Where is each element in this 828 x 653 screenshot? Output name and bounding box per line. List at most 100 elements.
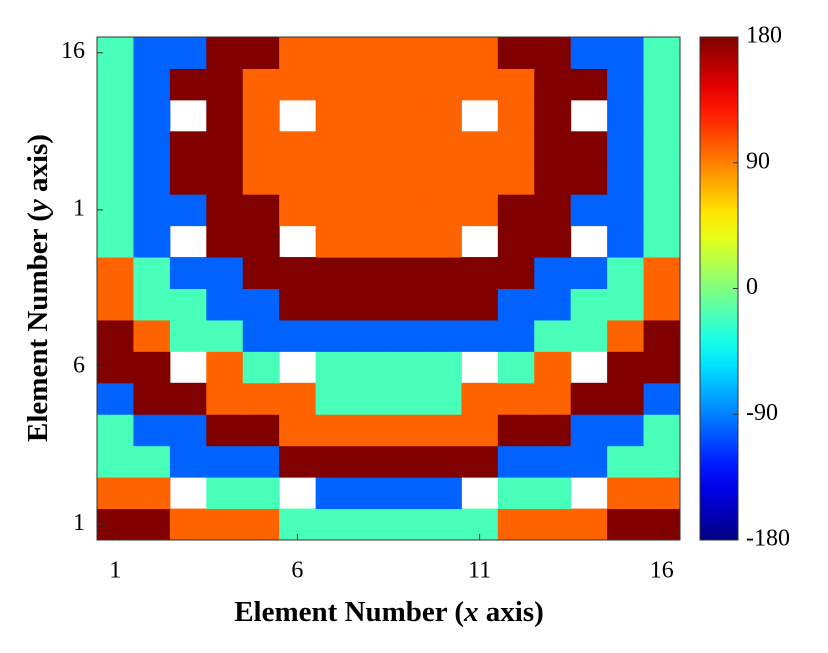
cell (388, 414, 426, 447)
cell (242, 445, 280, 478)
cell (461, 68, 499, 101)
cell (643, 477, 681, 510)
cell (169, 382, 207, 415)
cell (534, 162, 572, 195)
cell (242, 414, 280, 447)
cell (279, 319, 317, 352)
cell (461, 319, 499, 352)
cell (607, 225, 645, 258)
cell (534, 131, 572, 164)
cell (97, 131, 134, 164)
cell (206, 477, 244, 510)
cell (461, 414, 499, 447)
cell (206, 257, 244, 289)
colorbar-tick-label: 0 (746, 274, 758, 300)
cell (133, 37, 171, 69)
cell (461, 288, 499, 321)
cell (206, 445, 244, 478)
cell (607, 382, 645, 415)
colorbar-tick-label: 180 (746, 23, 782, 49)
cell (497, 508, 535, 541)
cell (242, 37, 280, 69)
cell (424, 288, 462, 321)
cell (352, 382, 389, 415)
cell (97, 414, 134, 447)
cell (133, 194, 171, 227)
cell (424, 194, 462, 227)
cell (242, 194, 280, 227)
cell (279, 162, 317, 195)
cell (461, 37, 499, 69)
cell (643, 162, 681, 195)
cell (534, 351, 572, 384)
cell (352, 288, 389, 321)
cell (497, 225, 535, 258)
cell (424, 414, 462, 447)
cell (206, 319, 244, 352)
cell (534, 319, 572, 352)
y-tick-label: 1 (73, 510, 85, 536)
cell (315, 288, 353, 321)
cell (133, 445, 171, 478)
y-tick-label: 16 (61, 38, 85, 64)
cell (497, 477, 535, 510)
cell (352, 131, 389, 164)
cell (133, 99, 171, 132)
cell (97, 68, 134, 101)
cell (352, 319, 389, 352)
cell (206, 225, 244, 258)
cell (97, 37, 134, 69)
cell (424, 319, 462, 352)
y-label-part: y (22, 199, 54, 215)
cell (352, 225, 389, 258)
cell (534, 194, 572, 227)
cell (643, 99, 681, 132)
cell (206, 351, 244, 384)
cell (388, 194, 426, 227)
cell (534, 257, 572, 289)
cell (97, 162, 134, 195)
cell (242, 288, 280, 321)
cell (315, 319, 353, 352)
cell (97, 257, 134, 289)
cell (424, 99, 462, 132)
cell (315, 99, 353, 132)
cell (242, 131, 280, 164)
cell (534, 382, 572, 415)
x-tick-label: 6 (291, 558, 303, 584)
cell (643, 257, 681, 289)
y-tick-label: 1 (73, 195, 85, 221)
cell (424, 351, 462, 384)
cell (424, 382, 462, 415)
y-label-part: Element Number ( (22, 212, 54, 442)
cell (315, 162, 353, 195)
cell (206, 131, 244, 164)
cell (133, 68, 171, 101)
cell (424, 68, 462, 101)
cell (607, 99, 645, 132)
cell (607, 508, 645, 541)
cell (607, 477, 645, 510)
cell (534, 68, 572, 101)
cell (315, 37, 353, 69)
cell (497, 194, 535, 227)
cell (643, 288, 681, 321)
cell (352, 162, 389, 195)
cell (315, 194, 353, 227)
cell (607, 37, 645, 69)
cell (97, 288, 134, 321)
cell (570, 445, 608, 478)
cell (388, 99, 426, 132)
cell (497, 445, 535, 478)
cell (242, 382, 280, 415)
cell (570, 37, 608, 69)
cell (461, 194, 499, 227)
cell (607, 414, 645, 447)
cell (352, 445, 389, 478)
cell (315, 382, 353, 415)
cell (643, 131, 681, 164)
cell (534, 414, 572, 447)
cell (570, 414, 608, 447)
cell (424, 37, 462, 69)
